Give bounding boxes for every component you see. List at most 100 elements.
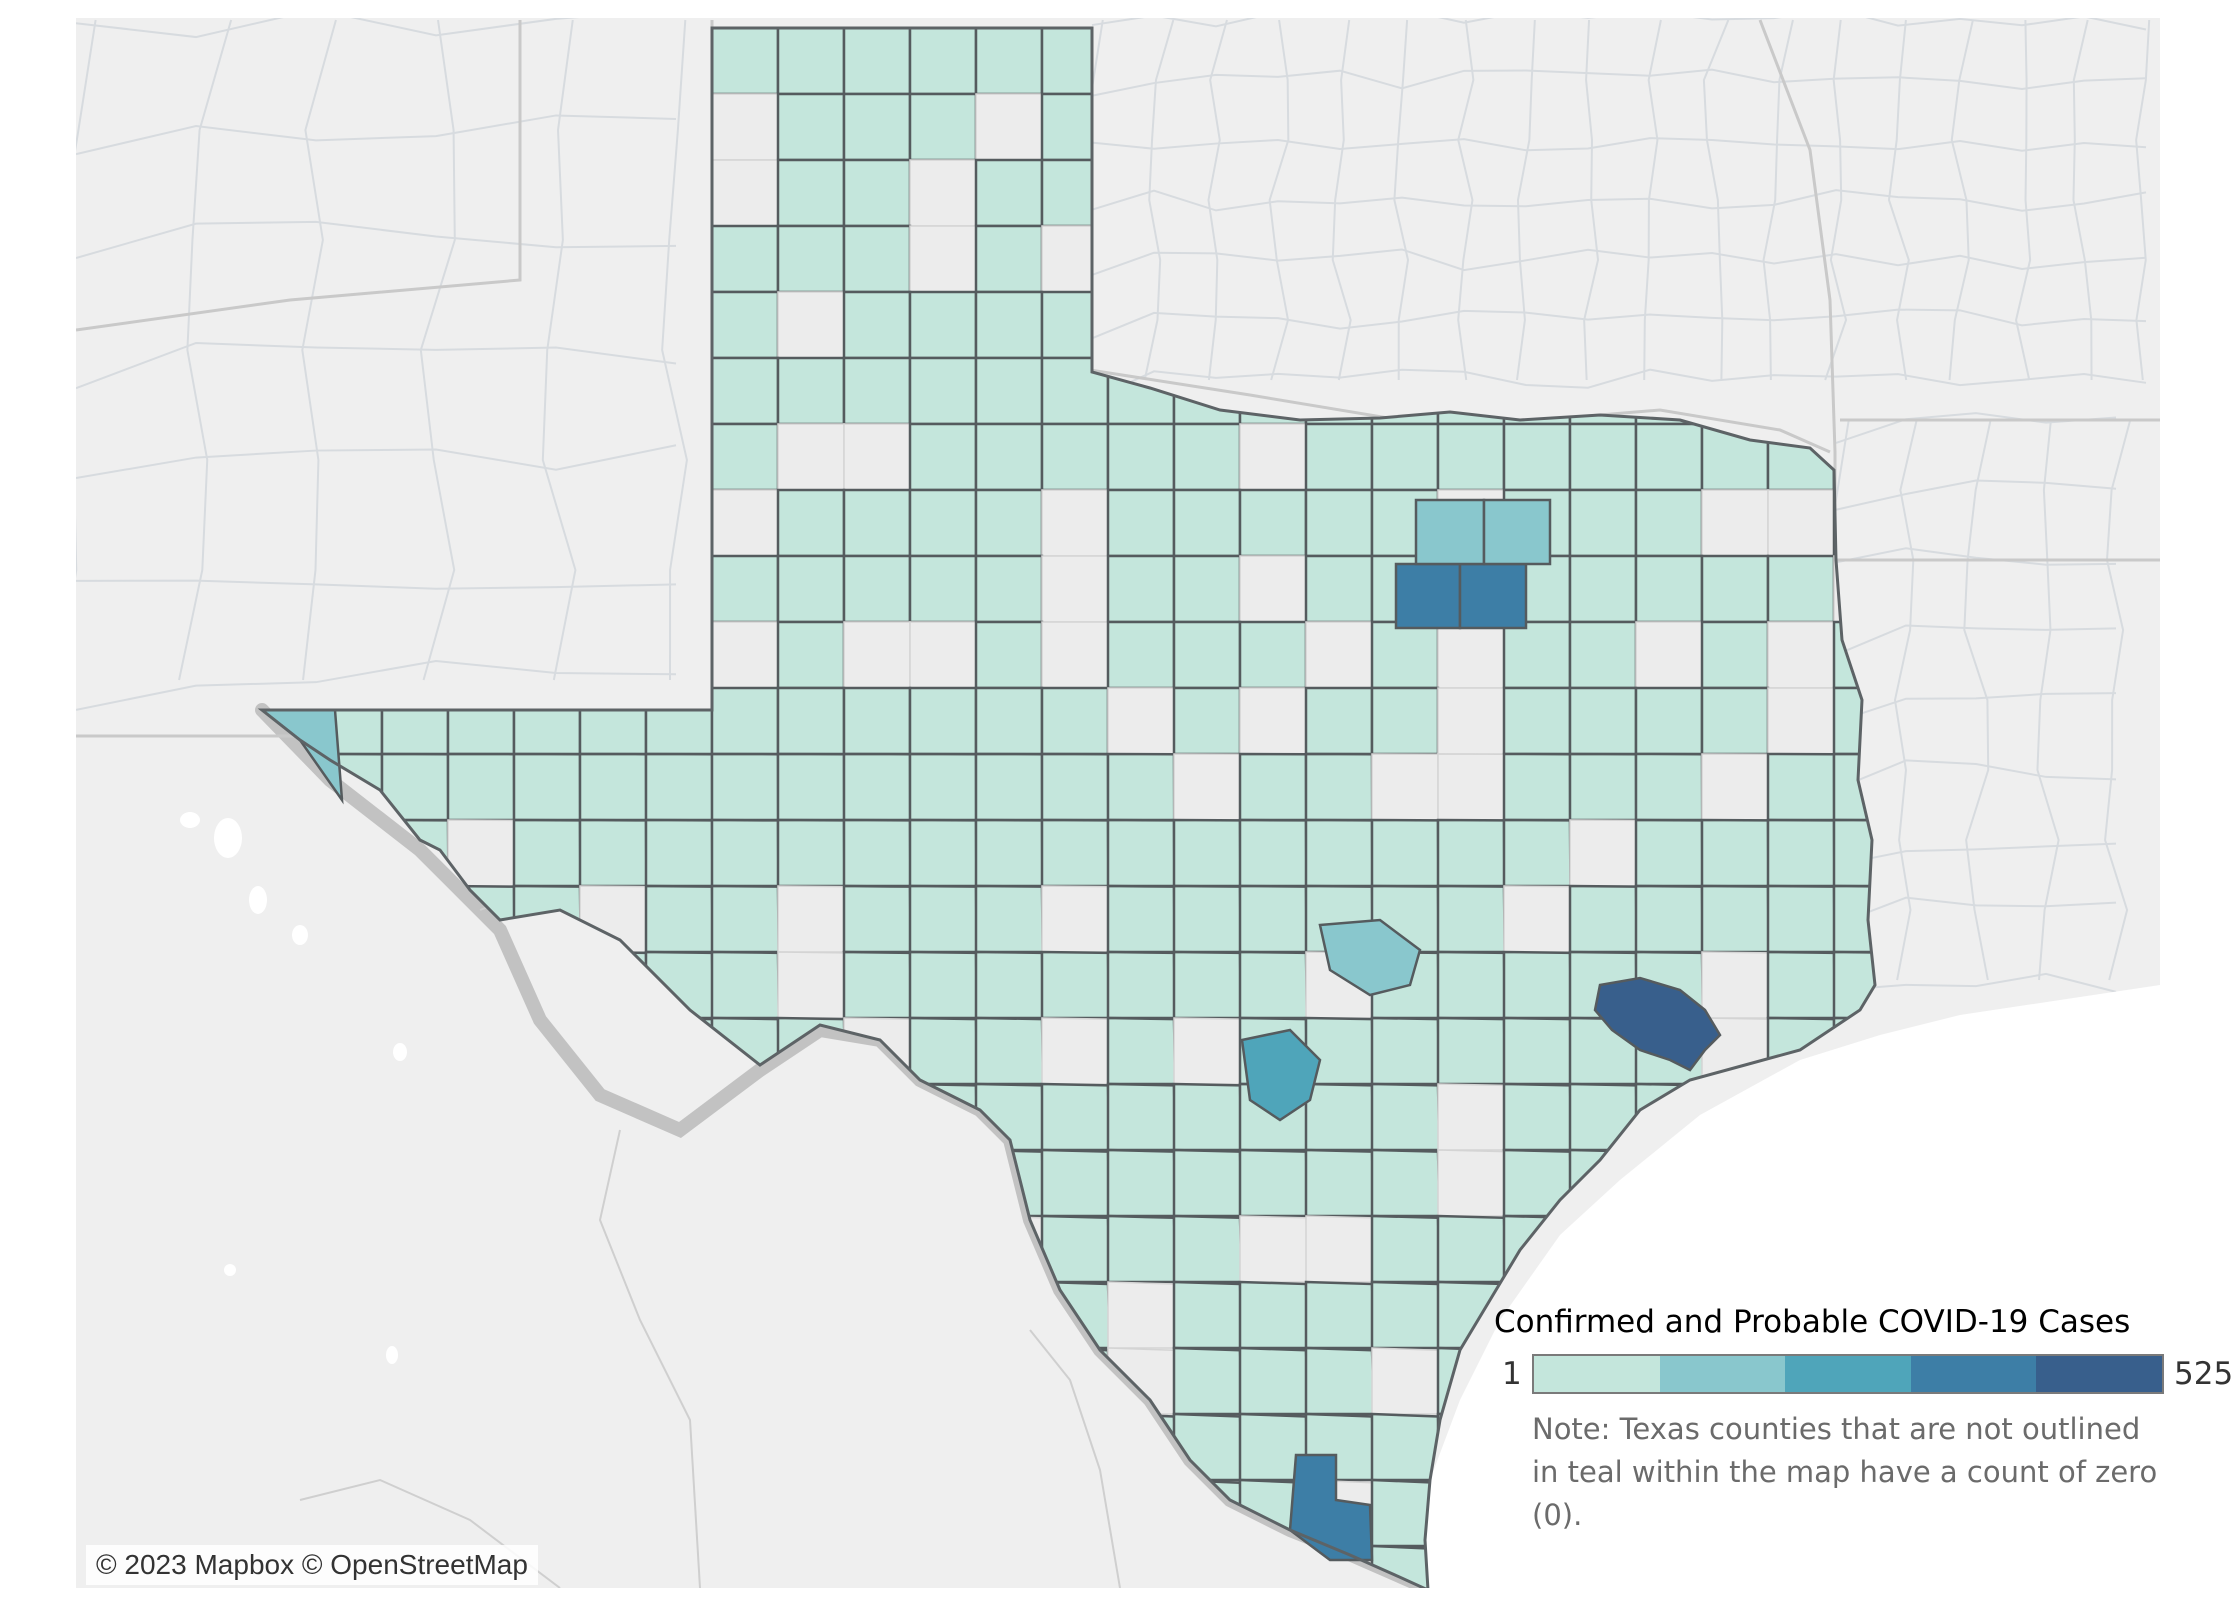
county[interactable] — [1700, 620, 1770, 690]
county[interactable] — [1239, 1215, 1309, 1283]
county[interactable] — [1767, 489, 1835, 557]
county[interactable] — [710, 686, 780, 756]
county[interactable] — [974, 752, 1044, 822]
county[interactable] — [1502, 950, 1573, 1020]
county[interactable] — [1370, 1082, 1441, 1152]
county[interactable] — [1634, 818, 1704, 888]
county[interactable] — [1173, 753, 1241, 821]
county[interactable] — [1437, 753, 1505, 821]
county[interactable] — [644, 752, 714, 822]
county[interactable] — [1568, 422, 1638, 492]
county[interactable] — [1767, 621, 1835, 689]
county[interactable] — [1106, 1016, 1177, 1086]
county[interactable] — [1238, 1148, 1309, 1218]
county[interactable] — [842, 818, 912, 888]
county[interactable] — [710, 422, 780, 492]
county[interactable] — [1041, 621, 1109, 689]
county[interactable] — [710, 950, 781, 1020]
county[interactable] — [710, 28, 780, 96]
county[interactable] — [1305, 1215, 1375, 1283]
county[interactable] — [1040, 818, 1110, 888]
county-highlight[interactable] — [1318, 918, 1422, 997]
county[interactable] — [1106, 1082, 1177, 1152]
county[interactable] — [1503, 885, 1572, 953]
county[interactable] — [974, 1016, 1045, 1086]
county[interactable] — [1239, 687, 1307, 755]
county[interactable] — [1634, 422, 1704, 492]
county[interactable] — [776, 158, 846, 228]
county[interactable] — [1767, 687, 1835, 755]
county[interactable] — [1502, 1082, 1573, 1152]
county[interactable] — [908, 356, 978, 426]
county[interactable] — [1701, 489, 1769, 557]
county[interactable] — [1172, 1214, 1244, 1284]
county[interactable] — [710, 884, 780, 954]
county[interactable] — [1700, 818, 1770, 888]
county[interactable] — [1305, 621, 1373, 689]
county[interactable] — [1304, 686, 1374, 756]
county-highlight[interactable] — [1414, 498, 1486, 566]
county[interactable] — [1172, 422, 1242, 492]
county[interactable] — [1304, 554, 1374, 624]
county[interactable] — [1238, 752, 1308, 822]
county[interactable] — [842, 28, 912, 96]
county[interactable] — [974, 950, 1045, 1020]
county[interactable] — [1436, 818, 1506, 888]
county[interactable] — [578, 752, 648, 822]
county[interactable] — [974, 686, 1044, 756]
county[interactable] — [1370, 1280, 1442, 1350]
county[interactable] — [1502, 422, 1572, 492]
county[interactable] — [1304, 1148, 1375, 1218]
county[interactable] — [1172, 1280, 1244, 1350]
county[interactable] — [1370, 1016, 1441, 1086]
county[interactable] — [1437, 687, 1505, 755]
county[interactable] — [1437, 1083, 1507, 1151]
county[interactable] — [1635, 621, 1703, 689]
county[interactable] — [974, 818, 1044, 888]
county[interactable] — [1172, 818, 1242, 888]
county[interactable] — [908, 28, 978, 96]
county[interactable] — [908, 422, 978, 492]
county[interactable] — [1832, 950, 1901, 1020]
county[interactable] — [974, 158, 1044, 228]
county[interactable] — [776, 356, 846, 426]
county[interactable] — [1040, 950, 1111, 1020]
county[interactable] — [842, 686, 912, 756]
county[interactable] — [777, 291, 845, 359]
county[interactable] — [842, 488, 912, 558]
county[interactable] — [974, 488, 1044, 558]
county[interactable] — [1040, 686, 1110, 756]
county[interactable] — [1502, 818, 1572, 888]
county[interactable] — [1106, 1214, 1178, 1284]
county[interactable] — [842, 950, 913, 1020]
county[interactable] — [1569, 819, 1638, 887]
county[interactable] — [1304, 752, 1374, 822]
county[interactable] — [710, 290, 780, 360]
county[interactable] — [1172, 554, 1242, 624]
county[interactable] — [1106, 818, 1176, 888]
county[interactable] — [1766, 950, 1837, 1020]
county[interactable] — [777, 885, 846, 953]
county[interactable] — [1700, 554, 1770, 624]
county[interactable] — [842, 356, 912, 426]
county[interactable] — [1502, 620, 1572, 690]
county[interactable] — [975, 93, 1043, 161]
county[interactable] — [512, 818, 582, 888]
county[interactable] — [1106, 422, 1176, 492]
county[interactable] — [1370, 686, 1440, 756]
county[interactable] — [1172, 1346, 1244, 1416]
county[interactable] — [1766, 884, 1836, 954]
county[interactable] — [1304, 1082, 1375, 1152]
county-highlight[interactable] — [1458, 562, 1528, 630]
county[interactable] — [908, 686, 978, 756]
county[interactable] — [909, 621, 977, 689]
county[interactable] — [1304, 488, 1374, 558]
county[interactable] — [776, 686, 846, 756]
county[interactable] — [777, 951, 846, 1019]
county[interactable] — [1238, 1346, 1310, 1416]
county[interactable] — [1238, 488, 1308, 558]
county[interactable] — [842, 92, 912, 162]
county[interactable] — [974, 554, 1044, 624]
county[interactable] — [1371, 753, 1439, 821]
county[interactable] — [1040, 752, 1110, 822]
